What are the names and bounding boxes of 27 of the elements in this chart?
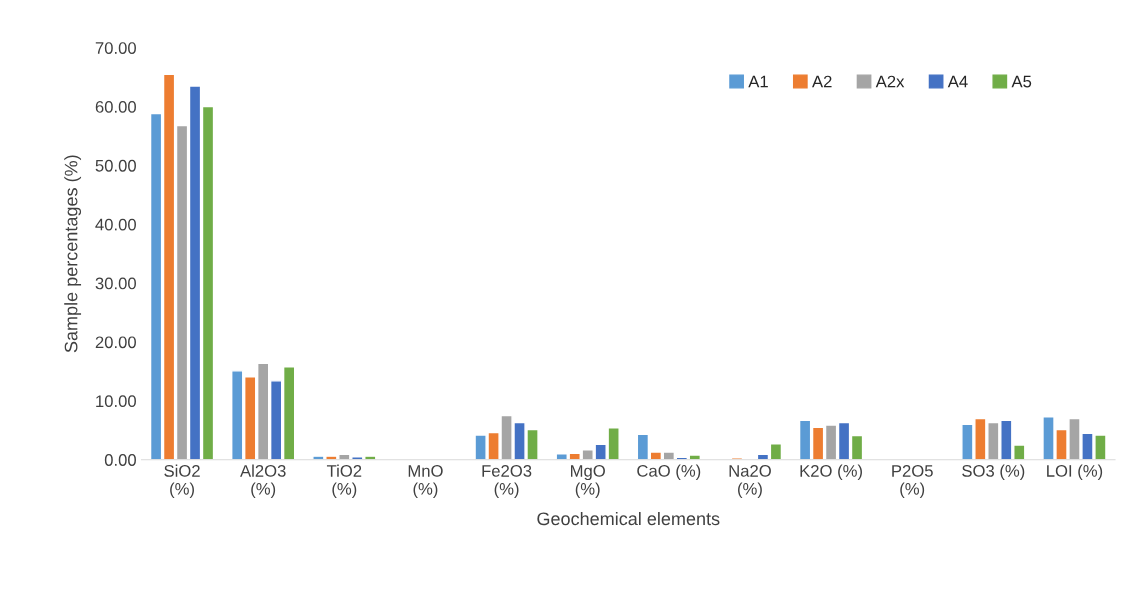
x-tick-label: Al2O3 (%) — [240, 464, 286, 499]
x-tick-label: LOI (%) — [1047, 464, 1103, 481]
legend-label: A2 — [812, 75, 832, 88]
x-tick-label: MgO (%) — [571, 464, 605, 499]
y-axis-title: Sample percentages (%) — [64, 155, 82, 353]
legend-label: A5 — [1011, 75, 1032, 88]
legend-label: A1 — [748, 75, 768, 88]
x-tick-label: P2O5 (%) — [892, 464, 933, 499]
x-tick-label: TiO2 (%) — [326, 464, 362, 499]
y-tick-label: 20.00 — [95, 336, 136, 349]
x-tick-label: Na2O (%) — [729, 464, 771, 499]
y-tick-label: 60.00 — [95, 101, 136, 113]
x-tick-label: Fe2O3 (%) — [482, 464, 532, 499]
x-tick-label: MnO (%) — [408, 464, 443, 499]
y-tick-label: 30.00 — [95, 277, 136, 290]
x-tick-label: K2O (%) — [800, 464, 862, 481]
y-tick-label: 0.00 — [104, 454, 136, 466]
y-tick-label: 40.00 — [95, 218, 136, 231]
y-tick-label: 70.00 — [95, 42, 136, 54]
legend-label: A4 — [947, 75, 968, 88]
legend-label: A2x — [875, 75, 905, 88]
y-tick-label: 50.00 — [95, 159, 136, 172]
x-tick-label: SO3 (%) — [962, 464, 1025, 481]
x-tick-label: CaO (%) — [637, 464, 701, 481]
x-axis-title: Geochemical elements — [537, 511, 720, 526]
x-tick-label: SiO2 (%) — [164, 464, 200, 499]
y-tick-label: 10.00 — [96, 395, 136, 408]
